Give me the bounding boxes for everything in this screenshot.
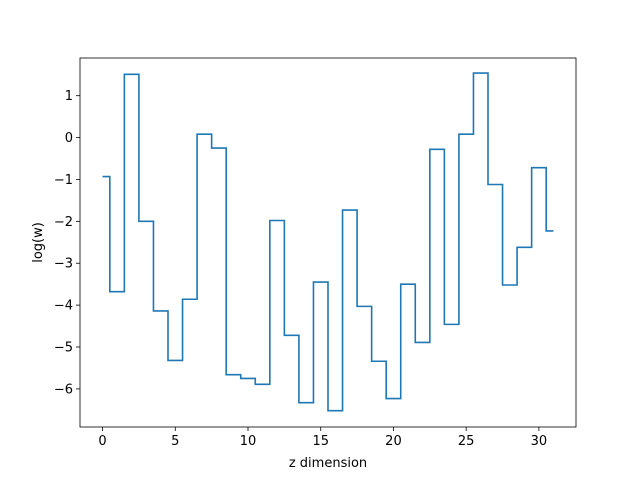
x-tick-label: 5 <box>171 434 179 449</box>
y-tick-label: −6 <box>54 382 73 397</box>
y-tick-label: 0 <box>65 131 73 146</box>
series-layer <box>102 72 554 412</box>
y-tick-label: −2 <box>54 215 73 230</box>
x-tick-label: 30 <box>531 434 548 449</box>
y-axis-label: log(w) <box>31 222 46 263</box>
y-axis-ticks: −6 −5 −4 −3 −2 −1 0 1 <box>54 89 80 397</box>
y-tick-label: 1 <box>65 89 73 104</box>
x-axis-label: z dimension <box>289 456 367 471</box>
y-tick-label: −3 <box>54 257 73 272</box>
x-tick-label: 25 <box>458 434 475 449</box>
x-tick-label: 20 <box>385 434 402 449</box>
x-tick-label: 10 <box>240 434 257 449</box>
y-tick-label: −4 <box>54 299 73 314</box>
y-tick-label: −5 <box>54 341 73 356</box>
x-tick-label: 0 <box>98 434 106 449</box>
y-tick-label: −1 <box>54 173 73 188</box>
plot-frame <box>79 57 577 428</box>
x-axis-ticks: 0 5 10 15 20 25 30 <box>98 427 547 449</box>
series-line <box>102 72 554 412</box>
x-tick-label: 15 <box>312 434 329 449</box>
